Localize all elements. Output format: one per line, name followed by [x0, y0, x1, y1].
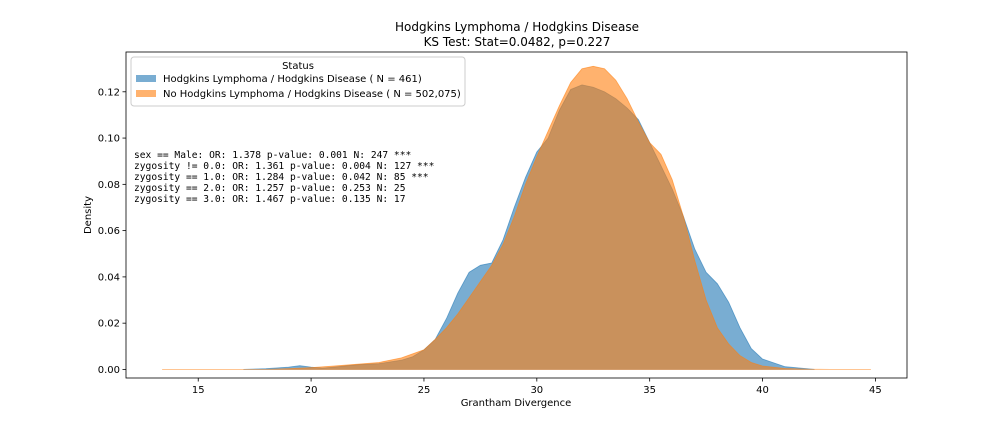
legend-box — [130, 56, 466, 107]
legend-swatch-no-hodgkins — [136, 90, 156, 97]
x-tick-label: 15 — [192, 385, 205, 396]
y-tick-label: 0.10 — [98, 134, 120, 145]
chart-subtitle: KS Test: Stat=0.0482, p=0.227 — [424, 35, 611, 49]
y-axis-label: Density — [83, 196, 94, 234]
plot-frame — [125, 51, 908, 379]
annotation-line: zygosity == 2.0: OR: 1.257 p-value: 0.25… — [134, 183, 405, 194]
annotation-line: zygosity == 3.0: OR: 1.467 p-value: 0.13… — [134, 194, 406, 205]
annotation-line: sex == Male: OR: 1.378 p-value: 0.001 N:… — [134, 150, 411, 161]
x-tick-label: 25 — [418, 385, 431, 396]
x-tick-label: 35 — [643, 385, 656, 396]
legend-title: Status — [282, 61, 314, 72]
legend-entry-hodgkins: Hodgkins Lymphoma / Hodgkins Disease ( N… — [163, 74, 422, 85]
y-tick-label: 0.06 — [98, 226, 120, 237]
y-tick-label: 0.04 — [98, 272, 120, 283]
y-tick-label: 0.12 — [98, 87, 120, 98]
annotation-line: zygosity == 1.0: OR: 1.284 p-value: 0.04… — [134, 172, 429, 183]
y-tick-label: 0.00 — [98, 365, 120, 376]
tick-layer: 15 20 25 30 35 40 45 0.00 0.02 0.04 0.06 0.08 0.10 0.… — [98, 87, 882, 396]
legend-swatch-hodgkins — [136, 75, 156, 82]
y-tick-label: 0.02 — [98, 319, 120, 330]
y-tick-label: 0.08 — [98, 180, 120, 191]
x-axis-label: Grantham Divergence — [461, 398, 572, 409]
x-tick-label: 30 — [530, 385, 543, 396]
x-tick-label: 20 — [305, 385, 318, 396]
annotation-line: zygosity != 0.0: OR: 1.361 p-value: 0.00… — [134, 161, 434, 172]
stats-annotation: sex == Male: OR: 1.378 p-value: 0.001 N:… — [134, 150, 434, 205]
series-layer — [162, 65, 871, 370]
x-tick-label: 45 — [869, 385, 882, 396]
chart-title: Hodgkins Lymphoma / Hodgkins Disease — [395, 20, 639, 34]
legend-entry-no-hodgkins: No Hodgkins Lymphoma / Hodgkins Disease … — [163, 89, 461, 100]
legend: Status Hodgkins Lymphoma / Hodgkins Dise… — [130, 56, 466, 107]
density-area-no-hodgkins — [162, 65, 871, 370]
x-tick-label: 40 — [756, 385, 769, 396]
